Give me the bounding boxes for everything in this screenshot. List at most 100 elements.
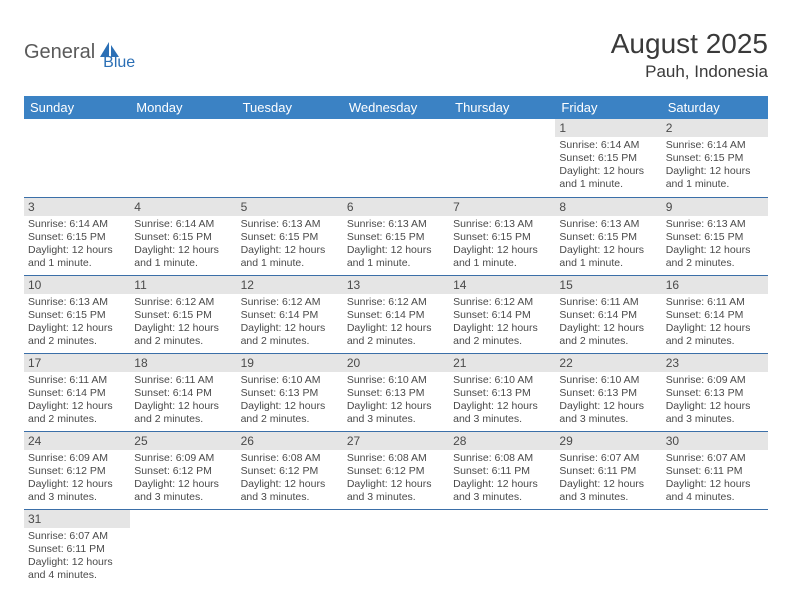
sunrise-text: Sunrise: 6:10 AM bbox=[453, 374, 551, 387]
day-details: Sunrise: 6:13 AMSunset: 6:15 PMDaylight:… bbox=[662, 216, 768, 275]
daylight-line-2: and 3 minutes. bbox=[28, 491, 126, 504]
weekday-header: Saturday bbox=[662, 96, 768, 119]
day-details: Sunrise: 6:12 AMSunset: 6:14 PMDaylight:… bbox=[343, 294, 449, 353]
calendar-empty-cell bbox=[449, 509, 555, 587]
daylight-line-1: Daylight: 12 hours bbox=[241, 322, 339, 335]
daylight-line-2: and 4 minutes. bbox=[28, 569, 126, 582]
day-details: Sunrise: 6:08 AMSunset: 6:12 PMDaylight:… bbox=[343, 450, 449, 509]
calendar-day-cell: 27Sunrise: 6:08 AMSunset: 6:12 PMDayligh… bbox=[343, 431, 449, 509]
day-details: Sunrise: 6:14 AMSunset: 6:15 PMDaylight:… bbox=[555, 137, 661, 196]
calendar-empty-cell bbox=[237, 119, 343, 197]
calendar-empty-cell bbox=[343, 119, 449, 197]
calendar-day-cell: 22Sunrise: 6:10 AMSunset: 6:13 PMDayligh… bbox=[555, 353, 661, 431]
weekday-header: Thursday bbox=[449, 96, 555, 119]
weekday-header: Sunday bbox=[24, 96, 130, 119]
daylight-line-2: and 1 minute. bbox=[347, 257, 445, 270]
day-number: 31 bbox=[24, 510, 130, 528]
day-details: Sunrise: 6:08 AMSunset: 6:11 PMDaylight:… bbox=[449, 450, 555, 509]
calendar-empty-cell bbox=[24, 119, 130, 197]
sunrise-text: Sunrise: 6:07 AM bbox=[666, 452, 764, 465]
logo-word-1: General bbox=[24, 41, 95, 64]
daylight-line-2: and 3 minutes. bbox=[666, 413, 764, 426]
sunrise-text: Sunrise: 6:12 AM bbox=[453, 296, 551, 309]
sunset-text: Sunset: 6:15 PM bbox=[241, 231, 339, 244]
day-number: 27 bbox=[343, 432, 449, 450]
day-number: 5 bbox=[237, 198, 343, 216]
calendar-body: 1Sunrise: 6:14 AMSunset: 6:15 PMDaylight… bbox=[24, 119, 768, 587]
calendar-day-cell: 7Sunrise: 6:13 AMSunset: 6:15 PMDaylight… bbox=[449, 197, 555, 275]
day-number: 6 bbox=[343, 198, 449, 216]
sunset-text: Sunset: 6:12 PM bbox=[347, 465, 445, 478]
daylight-line-2: and 2 minutes. bbox=[453, 335, 551, 348]
calendar-day-cell: 17Sunrise: 6:11 AMSunset: 6:14 PMDayligh… bbox=[24, 353, 130, 431]
daylight-line-1: Daylight: 12 hours bbox=[453, 400, 551, 413]
day-number: 30 bbox=[662, 432, 768, 450]
sunrise-text: Sunrise: 6:10 AM bbox=[241, 374, 339, 387]
daylight-line-2: and 2 minutes. bbox=[241, 413, 339, 426]
day-number: 4 bbox=[130, 198, 236, 216]
sunrise-text: Sunrise: 6:12 AM bbox=[347, 296, 445, 309]
day-number: 20 bbox=[343, 354, 449, 372]
sunset-text: Sunset: 6:12 PM bbox=[241, 465, 339, 478]
sunset-text: Sunset: 6:14 PM bbox=[28, 387, 126, 400]
daylight-line-1: Daylight: 12 hours bbox=[453, 322, 551, 335]
daylight-line-1: Daylight: 12 hours bbox=[453, 478, 551, 491]
sunset-text: Sunset: 6:15 PM bbox=[347, 231, 445, 244]
daylight-line-1: Daylight: 12 hours bbox=[241, 244, 339, 257]
daylight-line-1: Daylight: 12 hours bbox=[134, 322, 232, 335]
calendar-day-cell: 24Sunrise: 6:09 AMSunset: 6:12 PMDayligh… bbox=[24, 431, 130, 509]
calendar-table: SundayMondayTuesdayWednesdayThursdayFrid… bbox=[24, 96, 768, 587]
daylight-line-1: Daylight: 12 hours bbox=[28, 556, 126, 569]
sunset-text: Sunset: 6:12 PM bbox=[134, 465, 232, 478]
day-number: 2 bbox=[662, 119, 768, 137]
day-number: 24 bbox=[24, 432, 130, 450]
day-number: 25 bbox=[130, 432, 236, 450]
day-details: Sunrise: 6:13 AMSunset: 6:15 PMDaylight:… bbox=[24, 294, 130, 353]
calendar-day-cell: 9Sunrise: 6:13 AMSunset: 6:15 PMDaylight… bbox=[662, 197, 768, 275]
calendar-empty-cell bbox=[237, 509, 343, 587]
sunset-text: Sunset: 6:14 PM bbox=[559, 309, 657, 322]
sunrise-text: Sunrise: 6:10 AM bbox=[559, 374, 657, 387]
calendar-empty-cell bbox=[662, 509, 768, 587]
daylight-line-2: and 2 minutes. bbox=[666, 257, 764, 270]
daylight-line-1: Daylight: 12 hours bbox=[347, 400, 445, 413]
calendar-day-cell: 5Sunrise: 6:13 AMSunset: 6:15 PMDaylight… bbox=[237, 197, 343, 275]
daylight-line-1: Daylight: 12 hours bbox=[347, 244, 445, 257]
sunset-text: Sunset: 6:14 PM bbox=[134, 387, 232, 400]
day-details: Sunrise: 6:09 AMSunset: 6:12 PMDaylight:… bbox=[24, 450, 130, 509]
sunrise-text: Sunrise: 6:08 AM bbox=[347, 452, 445, 465]
daylight-line-2: and 3 minutes. bbox=[559, 491, 657, 504]
sunset-text: Sunset: 6:13 PM bbox=[347, 387, 445, 400]
day-details: Sunrise: 6:10 AMSunset: 6:13 PMDaylight:… bbox=[449, 372, 555, 431]
calendar-day-cell: 29Sunrise: 6:07 AMSunset: 6:11 PMDayligh… bbox=[555, 431, 661, 509]
day-details: Sunrise: 6:11 AMSunset: 6:14 PMDaylight:… bbox=[555, 294, 661, 353]
day-details: Sunrise: 6:07 AMSunset: 6:11 PMDaylight:… bbox=[555, 450, 661, 509]
calendar-week-row: 10Sunrise: 6:13 AMSunset: 6:15 PMDayligh… bbox=[24, 275, 768, 353]
day-number: 19 bbox=[237, 354, 343, 372]
sunset-text: Sunset: 6:14 PM bbox=[347, 309, 445, 322]
calendar-day-cell: 15Sunrise: 6:11 AMSunset: 6:14 PMDayligh… bbox=[555, 275, 661, 353]
daylight-line-1: Daylight: 12 hours bbox=[666, 165, 764, 178]
daylight-line-2: and 3 minutes. bbox=[453, 413, 551, 426]
daylight-line-2: and 1 minute. bbox=[559, 257, 657, 270]
day-number: 26 bbox=[237, 432, 343, 450]
sunrise-text: Sunrise: 6:14 AM bbox=[28, 218, 126, 231]
daylight-line-1: Daylight: 12 hours bbox=[134, 244, 232, 257]
sunrise-text: Sunrise: 6:12 AM bbox=[241, 296, 339, 309]
daylight-line-2: and 1 minute. bbox=[453, 257, 551, 270]
calendar-day-cell: 13Sunrise: 6:12 AMSunset: 6:14 PMDayligh… bbox=[343, 275, 449, 353]
day-details: Sunrise: 6:11 AMSunset: 6:14 PMDaylight:… bbox=[24, 372, 130, 431]
weekday-header: Tuesday bbox=[237, 96, 343, 119]
sunrise-text: Sunrise: 6:10 AM bbox=[347, 374, 445, 387]
daylight-line-2: and 2 minutes. bbox=[559, 335, 657, 348]
sunset-text: Sunset: 6:11 PM bbox=[28, 543, 126, 556]
daylight-line-1: Daylight: 12 hours bbox=[559, 322, 657, 335]
daylight-line-1: Daylight: 12 hours bbox=[666, 478, 764, 491]
daylight-line-1: Daylight: 12 hours bbox=[241, 400, 339, 413]
day-number: 17 bbox=[24, 354, 130, 372]
day-number: 9 bbox=[662, 198, 768, 216]
sunrise-text: Sunrise: 6:08 AM bbox=[241, 452, 339, 465]
title-block: August 2025 Pauh, Indonesia bbox=[611, 28, 768, 82]
daylight-line-1: Daylight: 12 hours bbox=[28, 244, 126, 257]
day-number: 11 bbox=[130, 276, 236, 294]
